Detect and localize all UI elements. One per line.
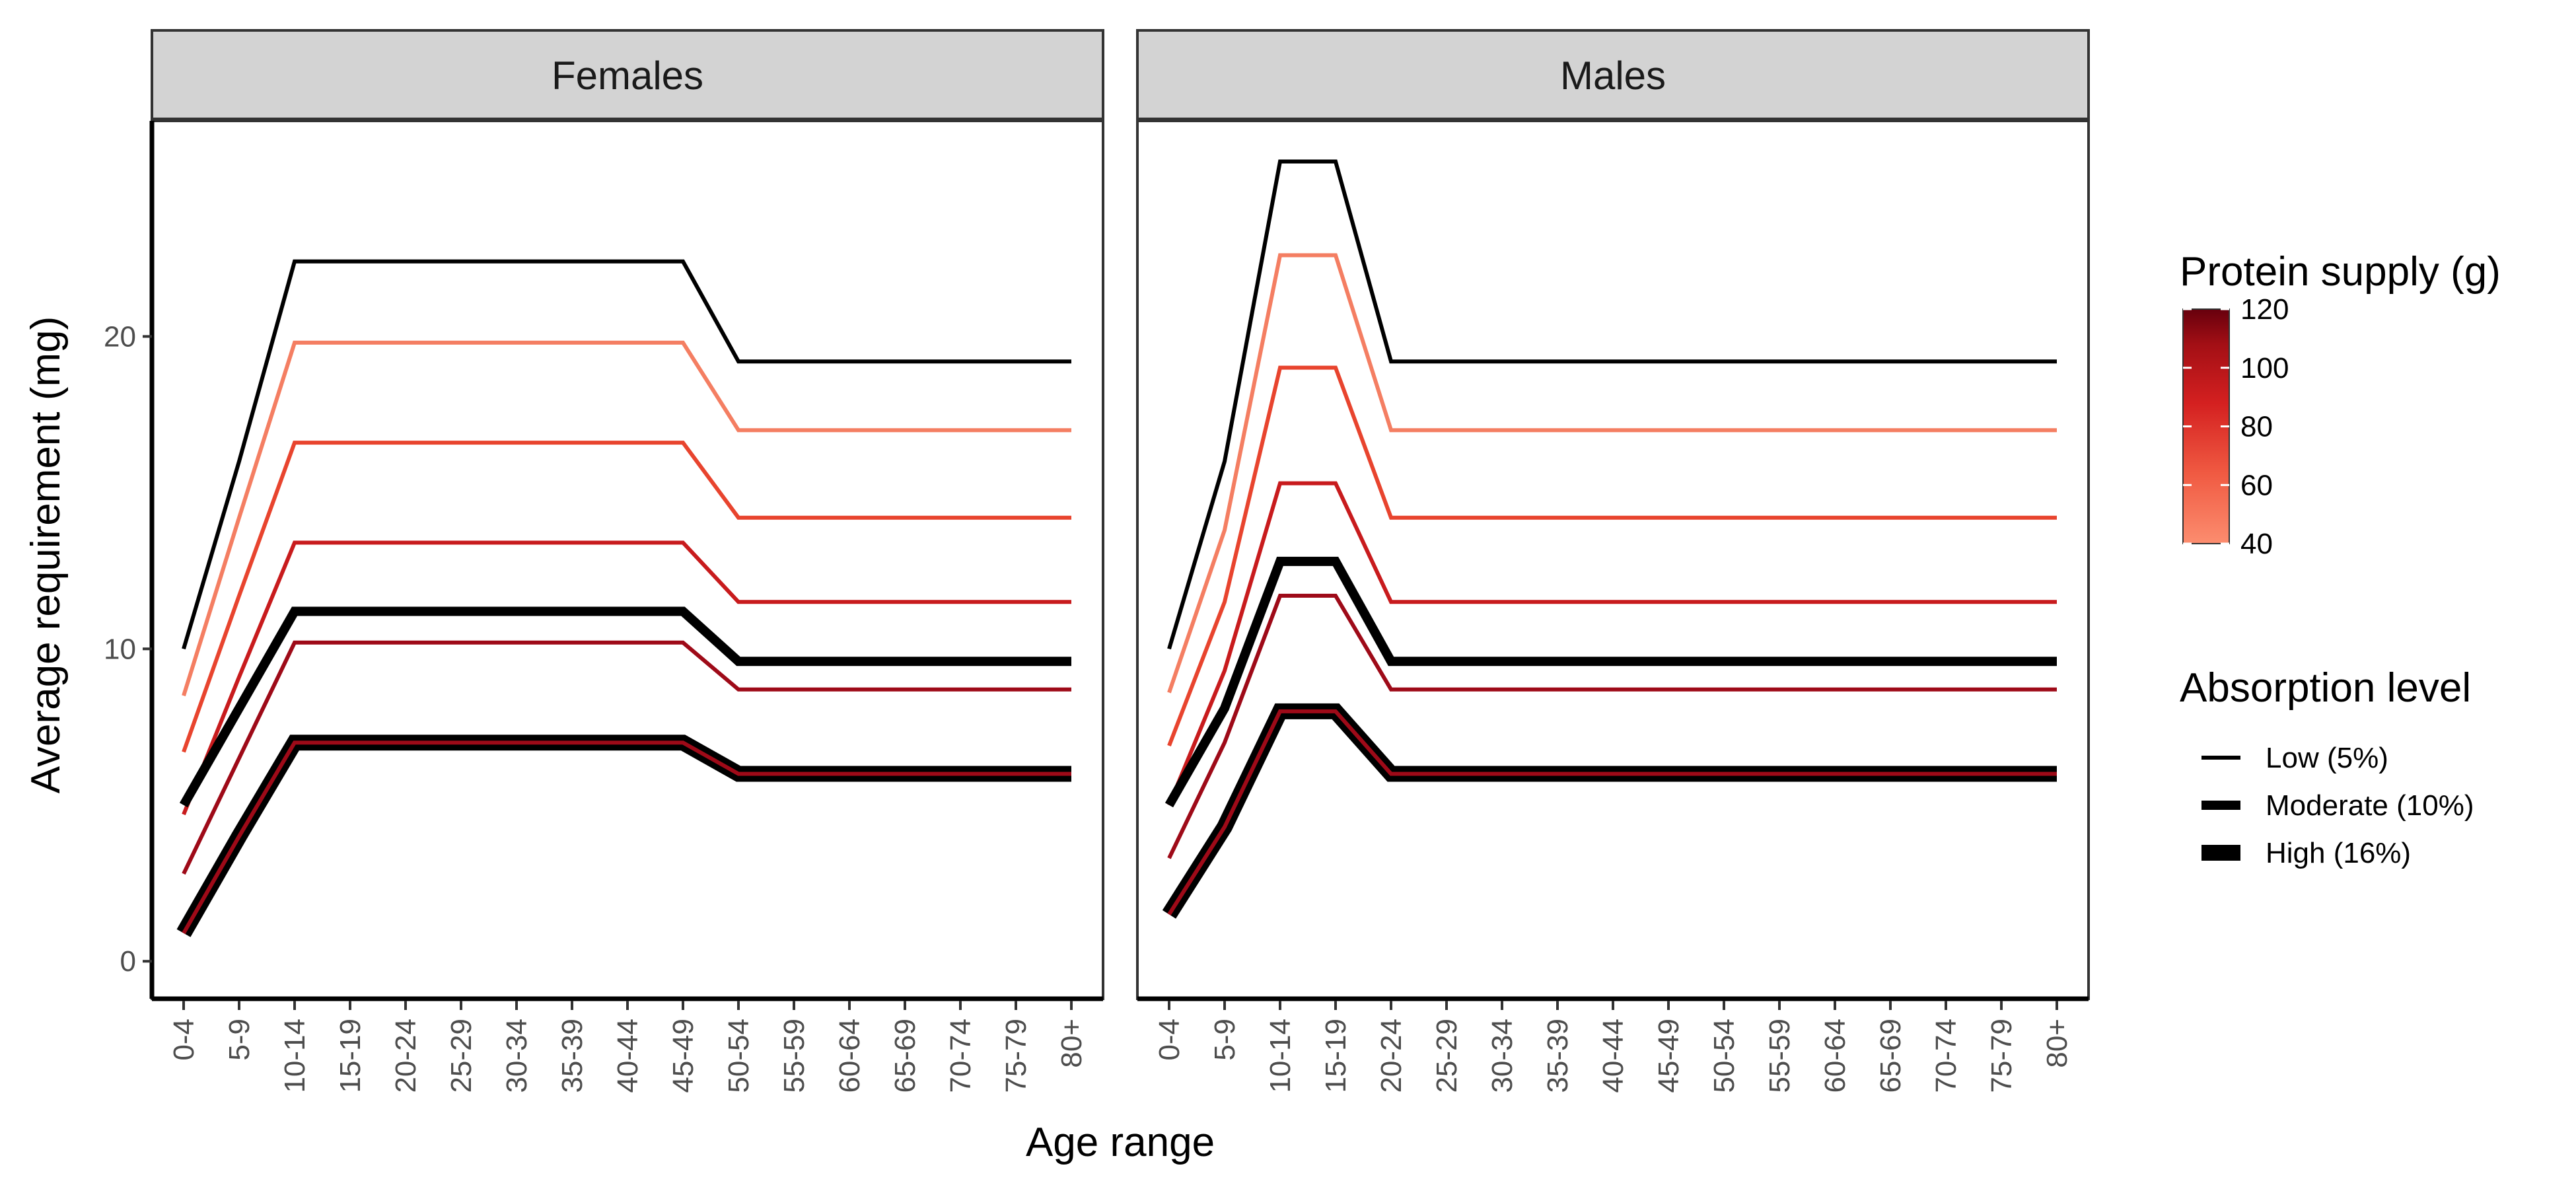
x-tick-label: 35-39	[1542, 1019, 1574, 1093]
series-line	[182, 259, 1071, 650]
color-legend-title: Protein supply (g)	[2180, 249, 2501, 295]
series-line	[182, 441, 1071, 753]
legend: Protein supply (g) 40 60 80 100 120 Absorpti…	[2180, 249, 2501, 869]
x-tick-label: 40-44	[612, 1019, 644, 1093]
color-legend-tick-label: 100	[2240, 352, 2289, 384]
size-legend-label: Low (5%)	[2266, 742, 2388, 774]
x-tick-label: 15-19	[1320, 1019, 1352, 1093]
x-tick-label: 55-59	[1764, 1019, 1796, 1093]
x-tick-label: 25-29	[1431, 1019, 1463, 1093]
series-group	[176, 259, 1071, 937]
y-tick-label: 10	[104, 633, 136, 665]
x-tick-label: 70-74	[1930, 1019, 1962, 1093]
x-tick-label: 0-4	[1153, 1019, 1186, 1061]
facet-strip-label: Females	[552, 54, 703, 98]
size-legend-title: Absorption level	[2180, 665, 2471, 711]
y-tick-label: 20	[104, 320, 136, 353]
series-line	[1167, 253, 2057, 694]
x-tick-label: 75-79	[1000, 1019, 1032, 1093]
x-tick-label: 10-14	[1264, 1019, 1297, 1093]
series-line	[182, 540, 1071, 816]
x-tick-label: 5-9	[1209, 1019, 1241, 1061]
series-line	[1167, 365, 2057, 746]
x-tick-label: 25-29	[445, 1019, 478, 1093]
x-tick-label: 65-69	[889, 1019, 921, 1093]
color-legend-tick-label: 60	[2240, 469, 2273, 501]
x-tick-label: 45-49	[667, 1019, 699, 1093]
size-legend-label: High (16%)	[2266, 837, 2411, 869]
x-tick-label: 20-24	[390, 1019, 422, 1093]
series-line	[182, 340, 1071, 697]
x-tick-label: 45-49	[1653, 1019, 1685, 1093]
x-tick-label: 10-14	[279, 1019, 311, 1093]
color-legend-tick-label: 120	[2240, 293, 2289, 326]
x-tick-label: 40-44	[1597, 1019, 1629, 1093]
x-tick-label: 80+	[2041, 1019, 2073, 1068]
x-tick-label: 50-54	[723, 1019, 755, 1093]
color-legend-tick-label: 40	[2240, 528, 2273, 560]
x-tick-label: 35-39	[556, 1019, 589, 1093]
x-axis-title: Age range	[1026, 1120, 1215, 1165]
series-line	[1167, 481, 2057, 806]
x-tick-label: 80+	[1055, 1019, 1088, 1068]
panel-females: Females 0 10 20 0-4 5-9 10-14 15-19 20-24 25-29 30…	[104, 29, 1104, 1093]
facet-strip-label: Males	[1560, 54, 1666, 98]
series-line	[182, 740, 1071, 935]
facet-strip	[1136, 29, 2090, 120]
x-tick-label: 55-59	[778, 1019, 810, 1093]
x-tick-label: 65-69	[1875, 1019, 1907, 1093]
series-line	[1164, 556, 2057, 808]
series-line	[1167, 159, 2057, 650]
panel-males: Males 0-4 5-9 10-14 15-19 20-24 25-29 30-34 35-3…	[1136, 29, 2090, 1093]
facet-strip	[151, 29, 1104, 120]
x-tick-label: 75-79	[1986, 1019, 2018, 1093]
x-tick-label: 20-24	[1375, 1019, 1408, 1093]
x-tick-label: 60-64	[1819, 1019, 1851, 1093]
series-line	[179, 606, 1071, 808]
y-axis-title: Average requirement (mg)	[23, 316, 69, 794]
y-tick-label: 0	[120, 945, 136, 978]
plot-panel	[151, 120, 1104, 1000]
x-tick-label: 0-4	[168, 1019, 200, 1061]
series-group	[1162, 159, 2057, 919]
color-legend-tick-label: 80	[2240, 411, 2273, 443]
series-line	[1167, 593, 2057, 859]
series-line	[1167, 709, 2057, 916]
x-tick-label: 60-64	[834, 1019, 866, 1093]
x-tick-label: 5-9	[223, 1019, 256, 1061]
x-tick-label: 50-54	[1708, 1019, 1740, 1093]
x-tick-label: 15-19	[334, 1019, 367, 1093]
x-tick-label: 30-34	[1486, 1019, 1519, 1093]
series-line	[182, 640, 1071, 875]
x-tick-label: 30-34	[501, 1019, 533, 1093]
size-legend-label: Moderate (10%)	[2266, 789, 2474, 822]
x-tick-label: 70-74	[945, 1019, 977, 1093]
